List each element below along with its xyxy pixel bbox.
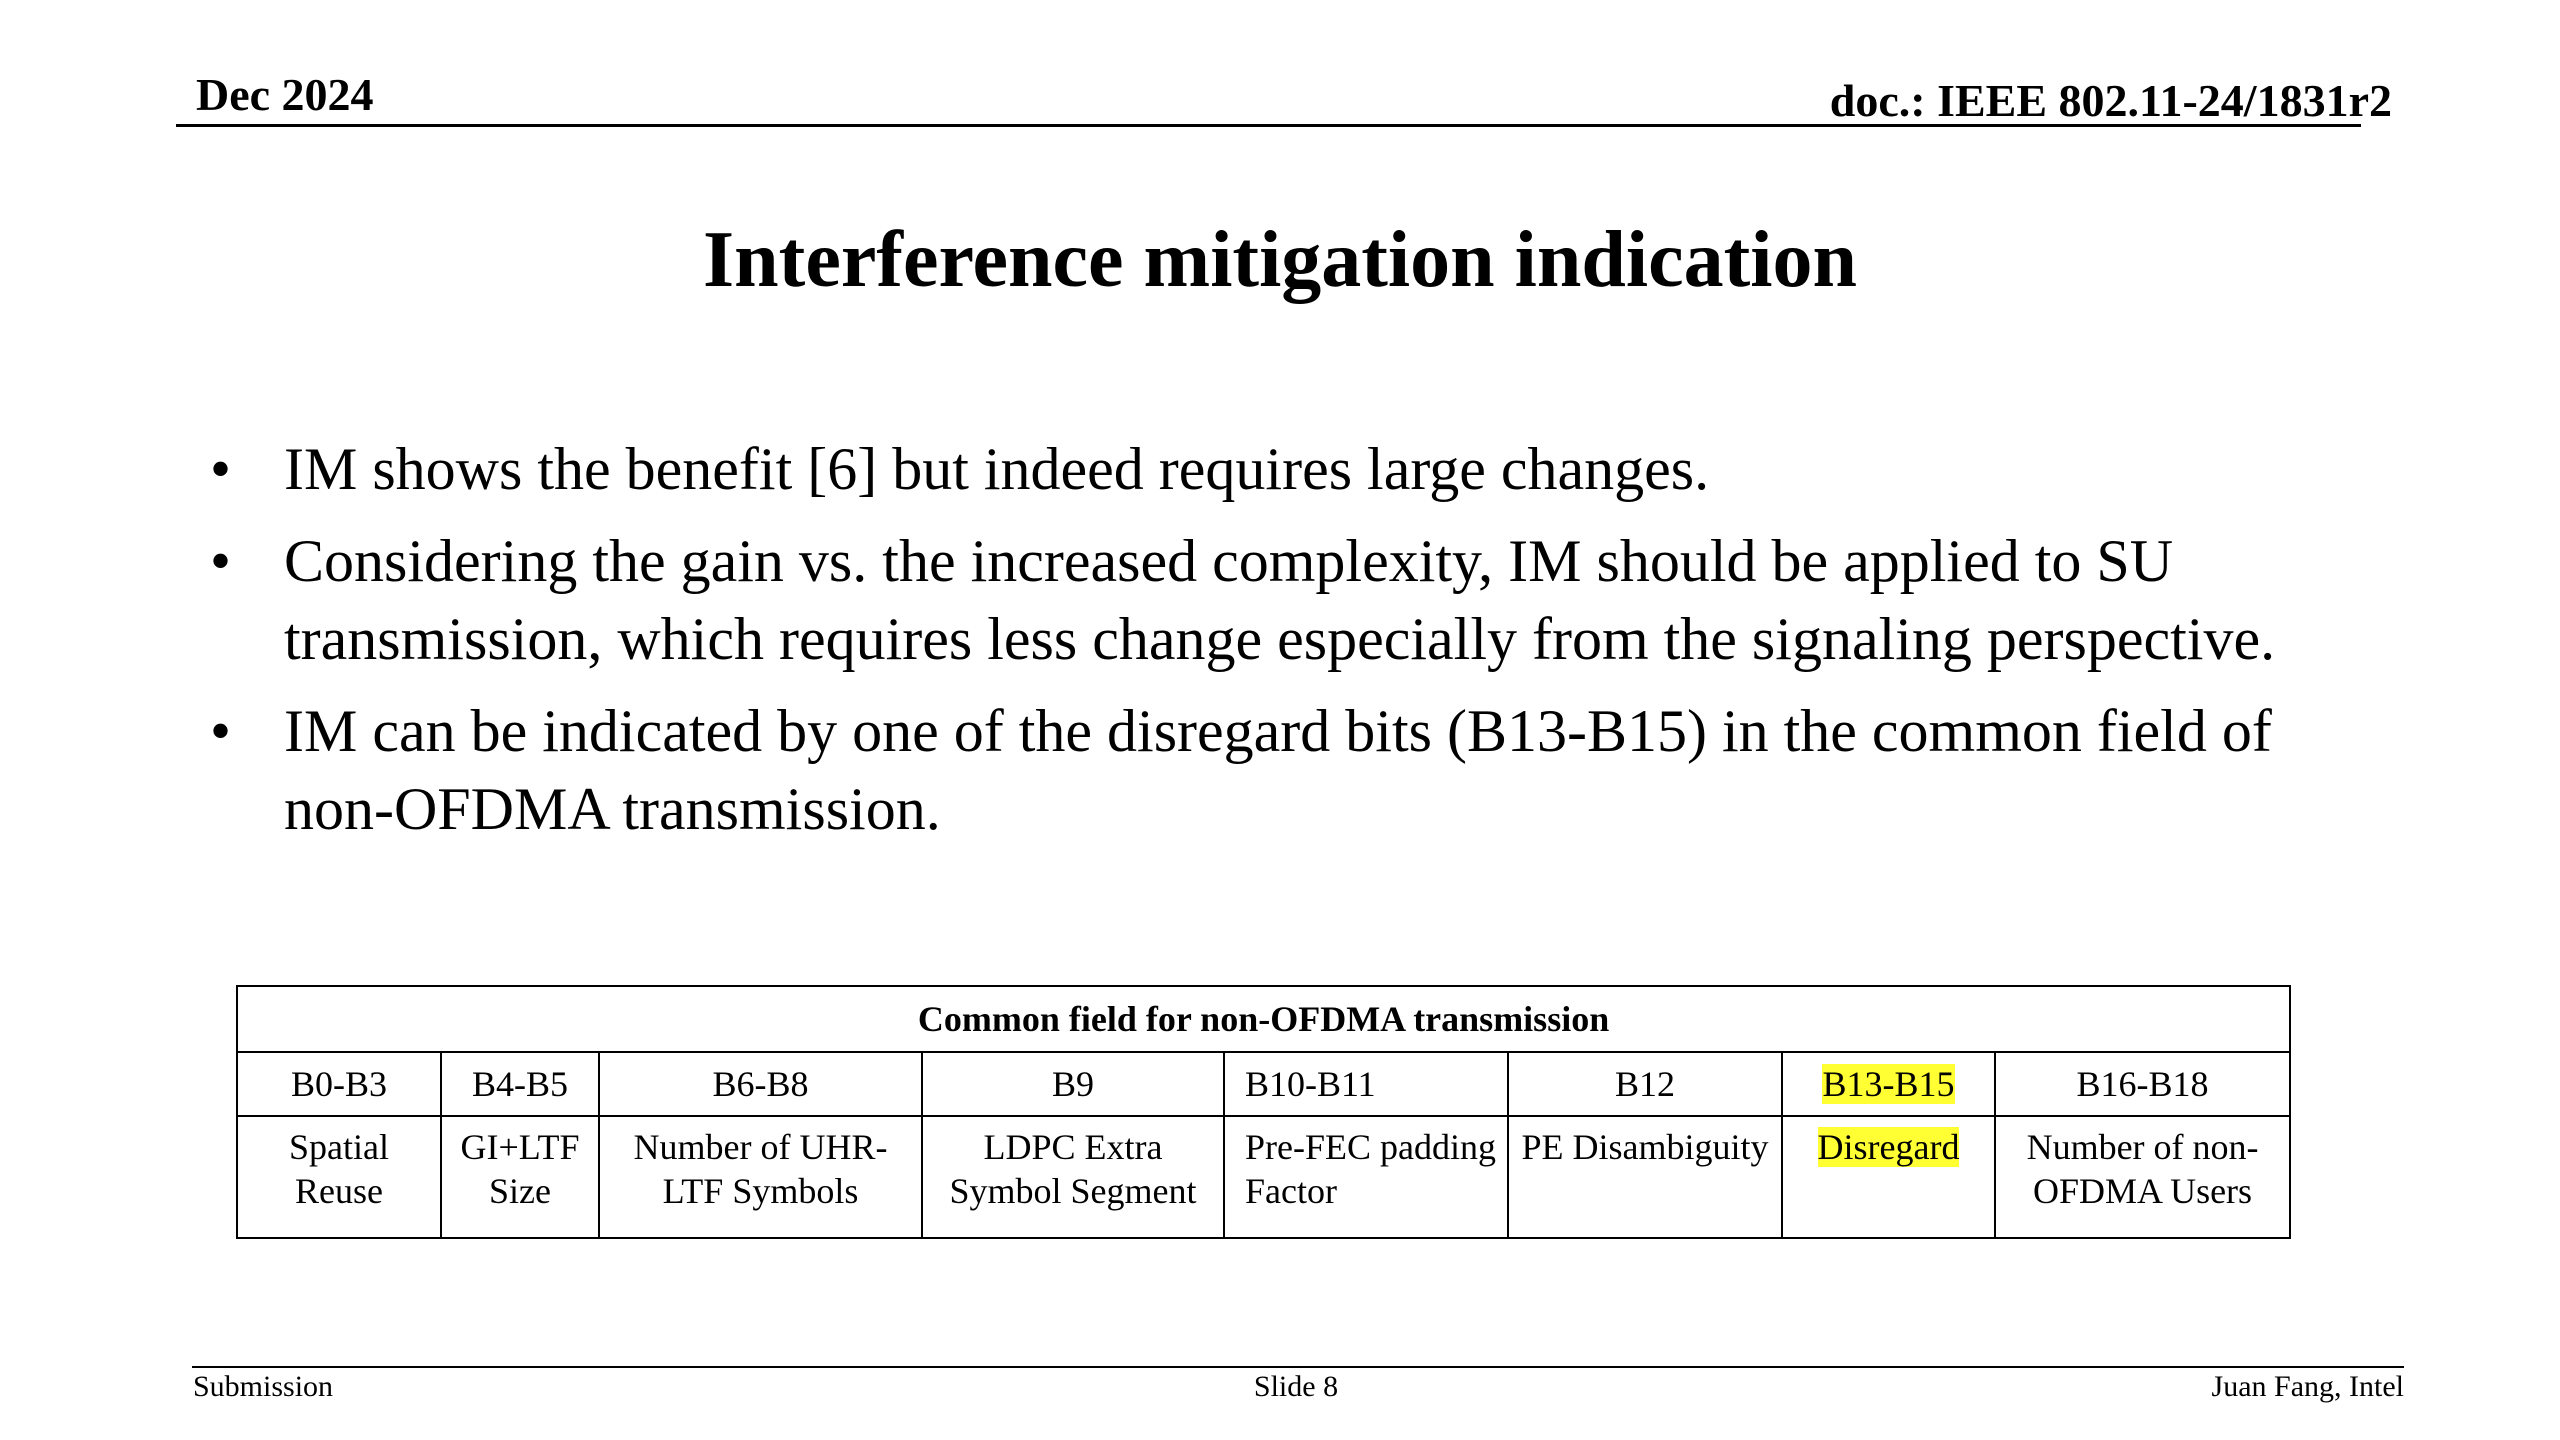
bullet-dot-icon: • (210, 528, 232, 594)
field-description-cell: PE Disambiguity (1507, 1115, 1783, 1239)
field-description-cell: Pre-FEC padding Factor (1223, 1115, 1509, 1239)
footer-author: Juan Fang, Intel (2211, 1370, 2404, 1403)
bit-range-cell-highlighted: B13-B15 (1781, 1051, 1996, 1117)
bullet-item: • Considering the gain vs. the increased… (206, 522, 2386, 678)
header-doc-id: doc.: IEEE 802.11-24/1831r2 (1829, 75, 2392, 126)
bullet-text: Considering the gain vs. the increased c… (284, 528, 2276, 672)
bit-range-cell: B0-B3 (236, 1051, 442, 1117)
bit-range-cell: B10-B11 (1223, 1051, 1509, 1117)
field-description-cell: Spatial Reuse (236, 1115, 442, 1239)
bit-range-cell: B4-B5 (440, 1051, 600, 1117)
bit-range-cell: B9 (921, 1051, 1225, 1117)
field-description-cell: LDPC Extra Symbol Segment (921, 1115, 1225, 1239)
bit-range-cell: B12 (1507, 1051, 1783, 1117)
highlight-marker: B13-B15 (1822, 1064, 1955, 1104)
bit-range-cell: B16-B18 (1993, 1051, 2292, 1117)
bullet-list: • IM shows the benefit [6] but indeed re… (206, 430, 2386, 862)
common-field-table: Common field for non-OFDMA transmission … (235, 985, 2292, 1239)
field-description-cell: Number of non-OFDMA Users (1993, 1115, 2292, 1239)
field-description-cell-highlighted: Disregard (1781, 1115, 1996, 1239)
bullet-item: • IM can be indicated by one of the disr… (206, 692, 2386, 848)
highlight-marker: Disregard (1817, 1127, 1960, 1167)
bit-range-cell: B6-B8 (598, 1051, 923, 1117)
header-date: Dec 2024 (196, 69, 374, 120)
bullet-dot-icon: • (210, 436, 232, 502)
footer-divider (192, 1366, 2404, 1368)
slide-title: Interference mitigation indication (703, 216, 1857, 304)
table-caption: Common field for non-OFDMA transmission (235, 985, 2292, 1053)
bullet-text: IM can be indicated by one of the disreg… (284, 698, 2272, 842)
field-description-cell: GI+LTF Size (440, 1115, 600, 1239)
bullet-dot-icon: • (210, 698, 232, 764)
footer-submission: Submission (193, 1370, 334, 1403)
bullet-text: IM shows the benefit [6] but indeed requ… (284, 436, 1710, 502)
footer-slide-number: Slide 8 (1253, 1370, 1339, 1403)
header-divider (176, 124, 2361, 127)
field-description-cell: Number of UHR-LTF Symbols (598, 1115, 923, 1239)
bullet-item: • IM shows the benefit [6] but indeed re… (206, 430, 2386, 508)
